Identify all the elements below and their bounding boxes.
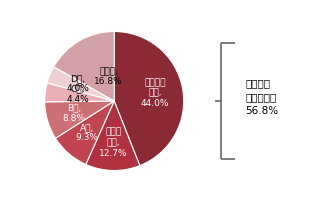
Wedge shape: [47, 67, 114, 101]
Text: C社,
4.4%: C社, 4.4%: [67, 84, 89, 104]
Wedge shape: [56, 101, 114, 164]
Wedge shape: [54, 32, 114, 101]
Text: A社,
9.3%: A社, 9.3%: [75, 123, 98, 142]
Text: D社,
4.0%: D社, 4.0%: [67, 74, 89, 93]
Wedge shape: [45, 83, 114, 102]
Text: その他,
16.8%: その他, 16.8%: [94, 67, 123, 86]
Text: ナース
リー,
12.7%: ナース リー, 12.7%: [99, 128, 127, 158]
Wedge shape: [45, 101, 114, 138]
Wedge shape: [114, 32, 184, 166]
Text: B社,
8.8%: B社, 8.8%: [63, 103, 86, 123]
Text: ベルーナ
グループで
56.8%: ベルーナ グループで 56.8%: [245, 78, 278, 116]
Wedge shape: [86, 101, 140, 170]
Text: アンファ
ミエ,
44.0%: アンファ ミエ, 44.0%: [141, 78, 169, 108]
